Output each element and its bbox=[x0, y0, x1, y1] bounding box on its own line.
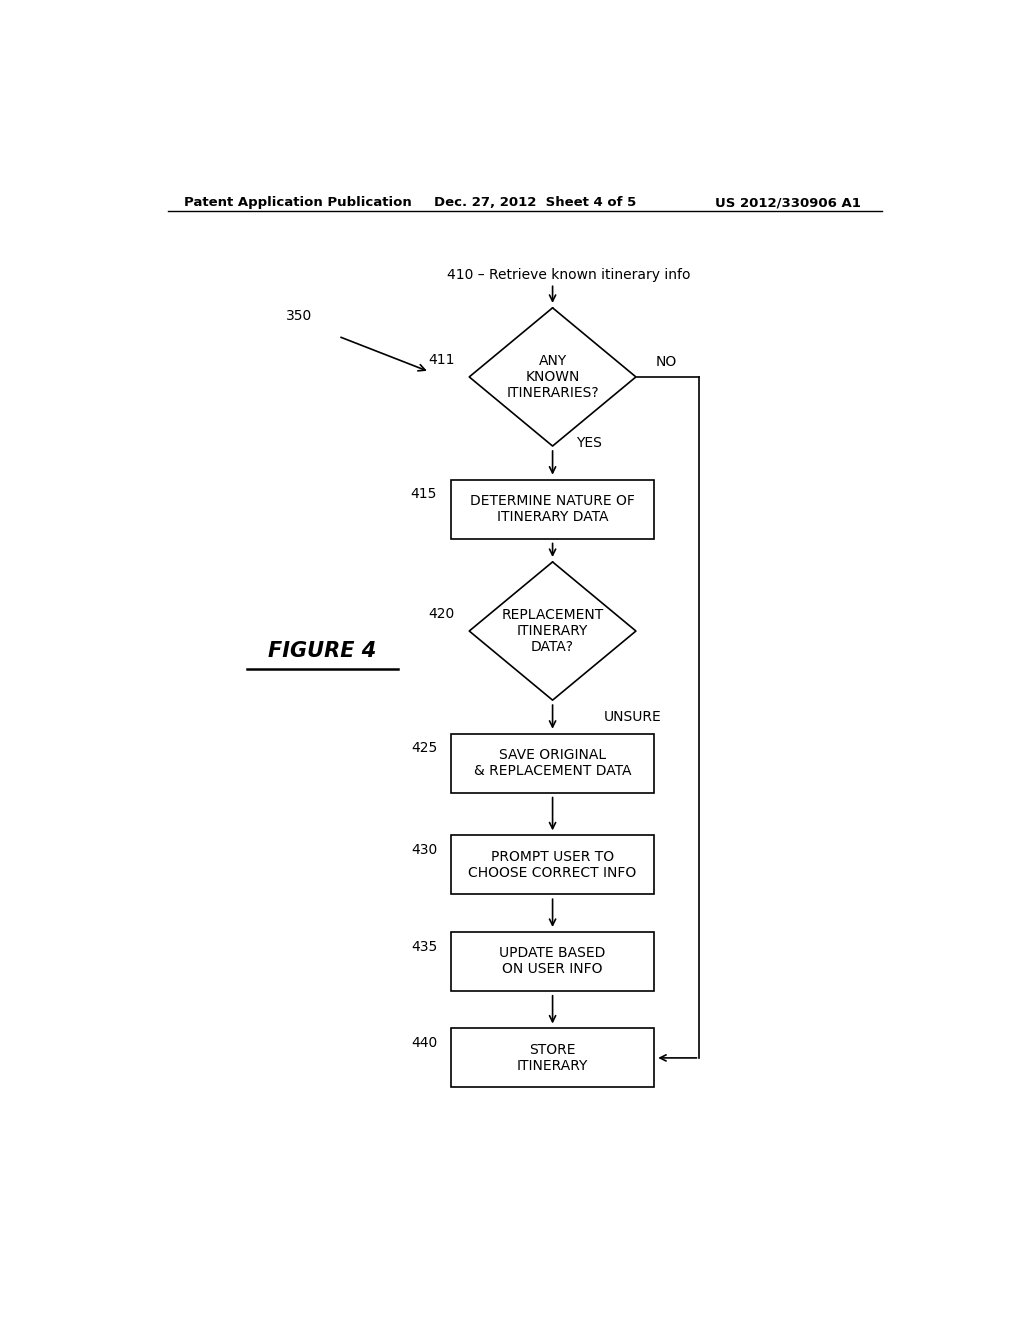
Text: 435: 435 bbox=[411, 940, 437, 953]
Bar bbox=[452, 1028, 653, 1088]
Text: STORE
ITINERARY: STORE ITINERARY bbox=[517, 1043, 588, 1073]
Text: 410 – Retrieve known itinerary info: 410 – Retrieve known itinerary info bbox=[446, 268, 690, 282]
Text: UNSURE: UNSURE bbox=[604, 710, 662, 725]
Text: 350: 350 bbox=[286, 309, 311, 323]
Bar bbox=[452, 932, 653, 991]
Bar bbox=[452, 734, 653, 792]
Text: 440: 440 bbox=[411, 1036, 437, 1051]
Text: REPLACEMENT
ITINERARY
DATA?: REPLACEMENT ITINERARY DATA? bbox=[502, 607, 604, 655]
Text: 420: 420 bbox=[429, 607, 455, 620]
Text: ANY
KNOWN
ITINERARIES?: ANY KNOWN ITINERARIES? bbox=[506, 354, 599, 400]
Text: NO: NO bbox=[655, 355, 677, 368]
Text: FIGURE 4: FIGURE 4 bbox=[268, 642, 377, 661]
Text: US 2012/330906 A1: US 2012/330906 A1 bbox=[715, 195, 861, 209]
Bar bbox=[452, 836, 653, 894]
Text: Patent Application Publication: Patent Application Publication bbox=[183, 195, 412, 209]
Text: UPDATE BASED
ON USER INFO: UPDATE BASED ON USER INFO bbox=[500, 946, 606, 977]
Text: 425: 425 bbox=[411, 742, 437, 755]
Text: 430: 430 bbox=[411, 843, 437, 857]
Text: 415: 415 bbox=[411, 487, 437, 502]
Text: 411: 411 bbox=[428, 352, 455, 367]
Text: Dec. 27, 2012  Sheet 4 of 5: Dec. 27, 2012 Sheet 4 of 5 bbox=[433, 195, 636, 209]
Text: DETERMINE NATURE OF
ITINERARY DATA: DETERMINE NATURE OF ITINERARY DATA bbox=[470, 494, 635, 524]
Bar bbox=[452, 479, 653, 539]
Text: SAVE ORIGINAL
& REPLACEMENT DATA: SAVE ORIGINAL & REPLACEMENT DATA bbox=[474, 748, 632, 779]
Text: PROMPT USER TO
CHOOSE CORRECT INFO: PROMPT USER TO CHOOSE CORRECT INFO bbox=[468, 850, 637, 880]
Text: YES: YES bbox=[577, 436, 602, 450]
